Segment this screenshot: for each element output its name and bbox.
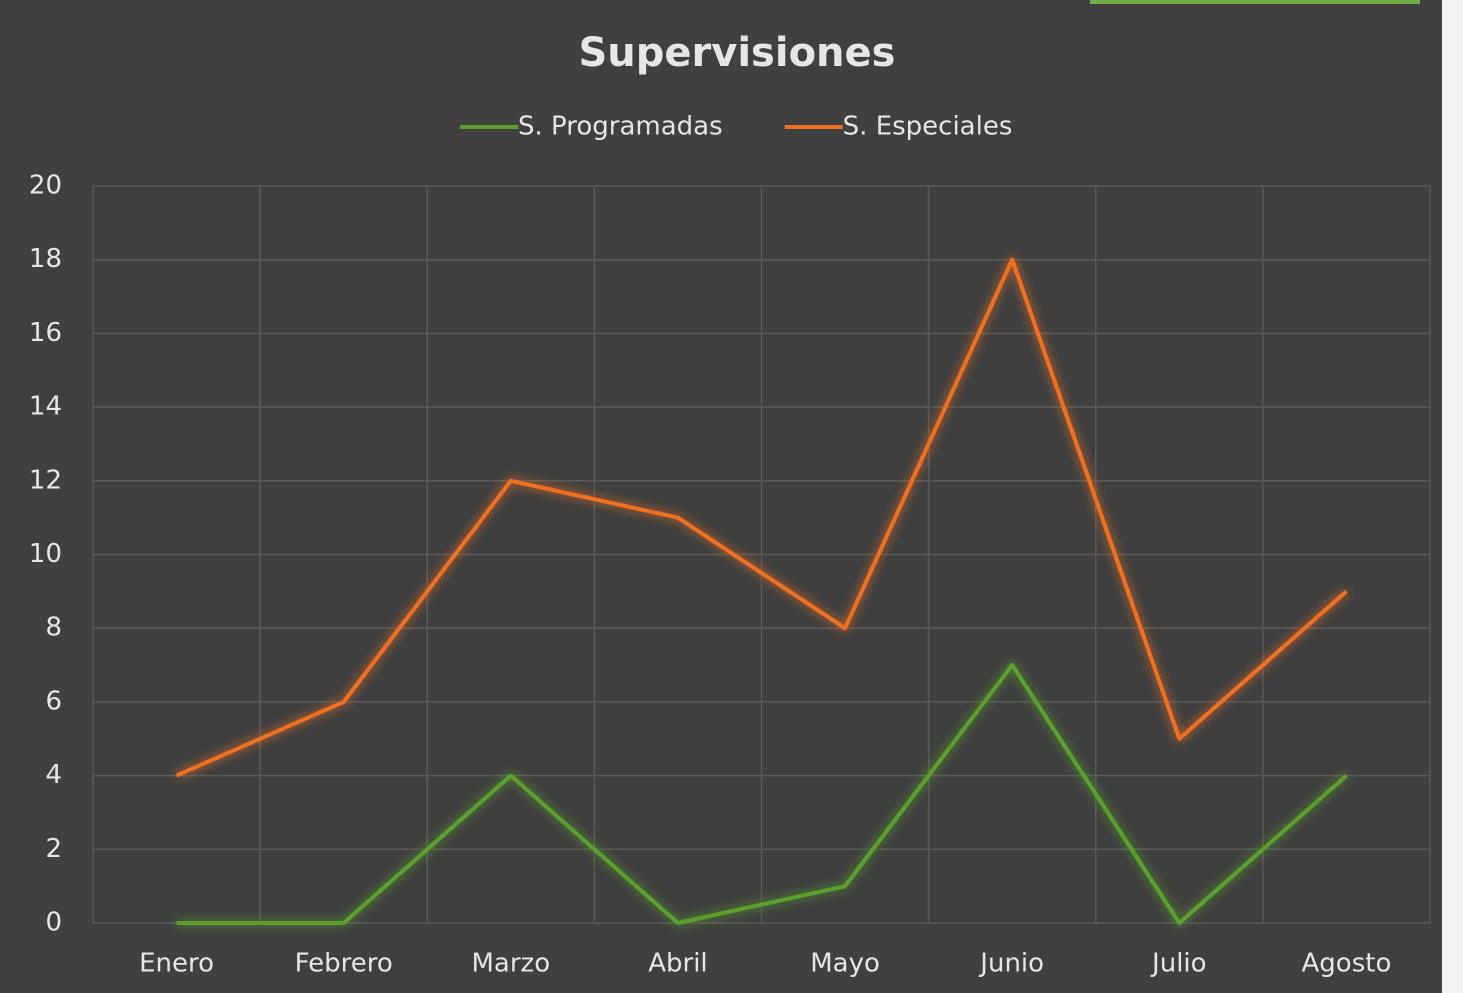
y-tick-label: 8 xyxy=(45,613,62,643)
x-tick-label: Abril xyxy=(648,949,707,979)
x-tick-label: Febrero xyxy=(295,949,393,979)
y-tick-label: 12 xyxy=(29,465,62,495)
y-tick-label: 2 xyxy=(45,834,62,864)
x-tick-label: Junio xyxy=(978,949,1044,979)
y-tick-label: 20 xyxy=(29,171,62,201)
legend-label: S. Programadas xyxy=(518,112,723,142)
x-tick-label: Marzo xyxy=(472,949,551,979)
x-tick-label: Agosto xyxy=(1302,949,1392,979)
x-tick-label: Enero xyxy=(139,949,214,979)
side-strip xyxy=(1442,0,1463,993)
series-line xyxy=(175,257,1348,778)
y-tick-label: 4 xyxy=(45,760,62,790)
y-tick-label: 0 xyxy=(45,908,62,938)
y-tick-label: 18 xyxy=(29,244,62,274)
chart-title: Supervisiones xyxy=(579,30,896,76)
y-tick-label: 14 xyxy=(29,392,62,422)
legend-label: S. Especiales xyxy=(843,112,1013,142)
y-tick-label: 16 xyxy=(29,318,62,348)
accent-strip xyxy=(1090,0,1420,4)
y-tick-label: 6 xyxy=(45,686,62,716)
series-line xyxy=(176,663,1348,925)
x-tick-label: Mayo xyxy=(810,949,880,979)
x-tick-label: Julio xyxy=(1150,949,1207,979)
y-tick-label: 10 xyxy=(29,539,62,569)
